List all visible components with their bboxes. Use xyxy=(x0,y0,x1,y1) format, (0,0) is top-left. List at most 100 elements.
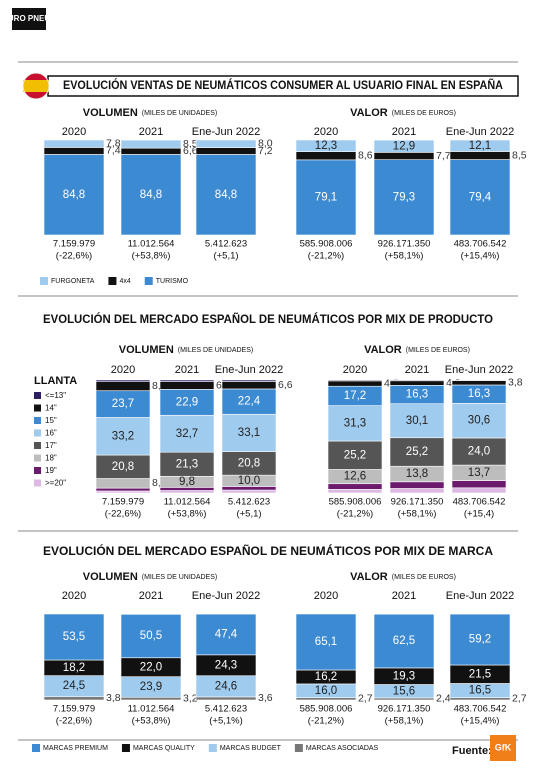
legend-swatch xyxy=(34,392,41,399)
bar-segment xyxy=(389,437,445,467)
value-label: 30,6 xyxy=(468,415,490,427)
change-label: (+53,8%) xyxy=(132,251,171,262)
bar-segment xyxy=(295,151,357,161)
bar-segment xyxy=(451,403,507,439)
bar-segment xyxy=(95,478,151,489)
legend-title: LLANTA xyxy=(34,375,77,387)
value-label: 24,0 xyxy=(468,446,490,458)
bar-segment xyxy=(43,147,105,155)
chart-title-main: VALOR xyxy=(350,571,388,583)
bar-segment xyxy=(389,379,445,382)
value-label: 33,2 xyxy=(112,430,134,442)
total-label: 5.412.623 xyxy=(205,239,247,250)
change-label: (+58,1%) xyxy=(385,251,424,262)
value-label: 21,3 xyxy=(176,458,198,470)
category-label: 2020 xyxy=(62,126,86,138)
bar-segment xyxy=(221,413,277,452)
bar-segment xyxy=(389,380,445,386)
change-label: (+5,1) xyxy=(236,509,261,520)
value-label: 24,5 xyxy=(63,680,85,692)
value-label: 33,1 xyxy=(238,427,260,439)
total-label: 926.171.350 xyxy=(378,704,431,715)
value-label: 15,6 xyxy=(393,685,415,697)
chart-subtitle: (MILES DE UNIDADES) xyxy=(142,574,217,581)
bar-segment xyxy=(195,147,257,155)
value-label: 20,8 xyxy=(112,461,134,473)
value-label: 8,0 xyxy=(258,138,273,150)
section-title: EVOLUCIÓN DEL MERCADO ESPAÑOL DE NEUMÁTI… xyxy=(43,311,493,326)
change-label: (-22,6%) xyxy=(105,509,141,520)
chart-title: VALOR (MILES DE EUROS) xyxy=(364,344,470,356)
legend-label: 14" xyxy=(45,404,57,413)
category-label: 2021 xyxy=(392,126,416,138)
legend-swatch xyxy=(34,479,41,487)
bar-segment xyxy=(373,159,435,236)
value-label: 84,8 xyxy=(215,189,237,201)
bar-segment xyxy=(451,380,507,386)
change-label: (+5,1%) xyxy=(209,716,243,727)
chart-title: VOLUMEN (MILES DE UNIDADES) xyxy=(83,571,217,583)
category-label: Ene-Jun 2022 xyxy=(446,126,515,138)
legend-swatch xyxy=(34,442,41,449)
change-label: (+58,1%) xyxy=(385,716,424,727)
chart-subtitle: (MILES DE UNIDADES) xyxy=(142,110,217,117)
bar-segment xyxy=(195,154,257,236)
bar-segment xyxy=(373,697,435,701)
value-label: 10,0 xyxy=(238,475,260,487)
value-label: 20,8 xyxy=(238,457,260,469)
chart-subtitle: (MILES DE EUROS) xyxy=(406,347,470,354)
value-label: 9,8 xyxy=(179,476,195,488)
bar-segment xyxy=(43,696,105,701)
value-label: 22,4 xyxy=(238,396,261,408)
value-label: 16,2 xyxy=(315,671,337,683)
logo-box xyxy=(12,8,46,30)
bar-segment xyxy=(95,381,151,392)
bar-segment xyxy=(221,379,277,382)
value-label: 13,7 xyxy=(468,467,490,479)
legend-label: 4x4 xyxy=(119,278,130,285)
bar-segment xyxy=(449,159,511,236)
chart-title-main: VOLUMEN xyxy=(83,571,138,583)
value-label: 8,6 xyxy=(358,150,373,162)
source-logo: GfK xyxy=(495,742,512,752)
category-label: 2020 xyxy=(62,590,86,602)
value-label: 23,9 xyxy=(140,681,162,693)
section-title: EVOLUCIÓN DEL MERCADO ESPAÑOL DE NEUMÁTI… xyxy=(43,543,493,558)
bar-segment xyxy=(327,440,383,470)
change-label: (-21,2%) xyxy=(308,716,344,727)
bar-segment xyxy=(159,414,215,453)
bar-segment xyxy=(95,417,151,456)
legend-label: FURGONETA xyxy=(51,278,95,285)
total-label: 585.908.006 xyxy=(329,497,382,508)
value-label: 25,2 xyxy=(406,446,428,458)
total-label: 585.908.006 xyxy=(300,704,353,715)
category-label: Ene-Jun 2022 xyxy=(192,126,261,138)
category-label: Ene-Jun 2022 xyxy=(192,590,261,602)
chart-title-main: VOLUMEN xyxy=(119,344,174,356)
change-label: (-21,2%) xyxy=(308,251,344,262)
value-label: 16,3 xyxy=(468,388,490,400)
value-label: 16,0 xyxy=(315,685,337,697)
legend-swatch xyxy=(40,277,48,285)
bar-segment xyxy=(327,483,383,490)
value-label: 21,5 xyxy=(469,668,491,680)
bar-segment xyxy=(95,490,151,494)
total-label: 483.706.542 xyxy=(454,239,507,250)
bar-segment xyxy=(195,613,257,656)
bar-segment xyxy=(449,139,511,152)
category-label: 2020 xyxy=(111,364,135,376)
total-label: 483.706.542 xyxy=(454,704,507,715)
bar-segment xyxy=(389,481,445,489)
value-label: 59,2 xyxy=(469,634,491,646)
bar-segment xyxy=(120,139,182,149)
source: Fuente: xyxy=(452,745,492,757)
legend-swatch xyxy=(34,404,41,412)
bar-segment xyxy=(373,152,435,160)
bar-segment xyxy=(95,379,151,382)
bar-segment xyxy=(120,614,182,659)
legend-label: 18" xyxy=(45,454,57,463)
bar-segment xyxy=(451,480,507,489)
category-label: 2021 xyxy=(392,590,416,602)
bar-segment xyxy=(120,696,182,701)
